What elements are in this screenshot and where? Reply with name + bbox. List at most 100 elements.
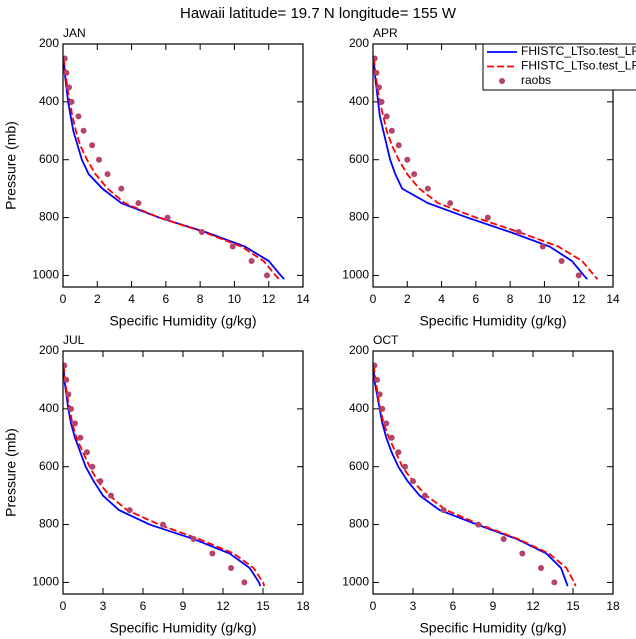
raob-point — [118, 185, 125, 192]
x-tick-label: 3 — [100, 599, 107, 613]
x-axis-label: Specific Humidity (g/kg) — [419, 620, 566, 636]
plot-area — [373, 362, 577, 587]
x-tick-label: 4 — [128, 292, 135, 306]
panel-title: APR — [373, 26, 398, 40]
x-tick-label: 10 — [228, 292, 242, 306]
x-tick-label: 6 — [140, 599, 147, 613]
x-tick-label: 14 — [296, 292, 310, 306]
x-tick-label: 4 — [438, 292, 445, 306]
raob-point — [68, 98, 75, 105]
y-tick-label: 800 — [349, 210, 369, 224]
raob-point — [63, 55, 68, 62]
raob-point — [373, 69, 380, 76]
y-tick-label: 400 — [349, 94, 369, 108]
y-tick-label: 800 — [349, 517, 369, 531]
raob-point — [80, 127, 87, 134]
raob-point — [264, 272, 270, 279]
raob-point — [383, 420, 390, 427]
raob-point — [89, 463, 96, 470]
raob-point — [160, 521, 166, 528]
x-tick-label: 15 — [256, 599, 270, 613]
raob-point — [558, 257, 565, 264]
legend-label: FHISTC_LTso.test_LF — [521, 59, 636, 73]
y-tick-label: 1000 — [32, 268, 59, 282]
raob-point — [72, 420, 78, 427]
raob-point — [104, 171, 111, 178]
raob-point — [551, 579, 558, 586]
x-tick-label: 9 — [490, 599, 497, 613]
x-axis-label: Specific Humidity (g/kg) — [109, 313, 256, 329]
x-tick-label: 12 — [216, 599, 230, 613]
y-tick-label: 800 — [39, 517, 59, 531]
raob-point — [410, 478, 416, 485]
y-tick-label: 600 — [39, 459, 59, 473]
raob-point — [135, 200, 142, 207]
x-tick-label: 0 — [60, 599, 67, 613]
raob-point — [519, 550, 526, 557]
raob-point — [447, 200, 454, 207]
raob-point — [65, 391, 72, 398]
x-tick-label: 6 — [473, 292, 480, 306]
y-axis-label: Pressure (mb) — [3, 428, 19, 517]
y-tick-label: 600 — [39, 152, 59, 166]
raob-point — [374, 376, 380, 383]
y-tick-label: 1000 — [342, 575, 369, 589]
plot-frame — [372, 350, 614, 595]
x-tick-label: 12 — [526, 599, 540, 613]
profile-line — [63, 58, 280, 280]
raob-point — [373, 362, 378, 369]
y-tick-label: 600 — [349, 152, 369, 166]
legend-label: FHISTC_LTso.test_LF — [521, 44, 636, 58]
x-axis-label: Specific Humidity (g/kg) — [109, 620, 256, 636]
raob-point — [538, 564, 544, 571]
profile-line — [63, 365, 266, 587]
raob-point — [402, 463, 408, 470]
x-tick-label: 18 — [606, 599, 620, 613]
raob-point — [383, 113, 390, 120]
y-tick-label: 400 — [349, 401, 369, 415]
y-axis-label: Pressure (mb) — [3, 121, 19, 210]
x-tick-label: 9 — [180, 599, 187, 613]
raob-point — [500, 536, 507, 543]
raob-point — [378, 98, 385, 105]
raob-point — [395, 142, 402, 149]
panel: OCT 0 3 6 9 12 15 18 200 400 600 800 1000 Specific Hu… — [342, 333, 620, 636]
raob-point — [89, 142, 96, 149]
raob-point — [373, 55, 378, 62]
raob-point — [424, 185, 431, 192]
y-tick-label: 200 — [349, 36, 369, 50]
raob-point — [77, 434, 84, 441]
profile-line — [63, 58, 285, 280]
raob-point — [379, 405, 386, 412]
panel: APR 0 2 4 6 8 10 12 14 200 400 600 800 1000 Specific H… — [342, 26, 636, 329]
raob-point — [422, 492, 428, 499]
plot-area — [63, 55, 285, 280]
x-tick-label: 3 — [410, 599, 417, 613]
panel-title: JUL — [63, 333, 85, 347]
raob-point — [411, 171, 418, 178]
x-tick-label: 18 — [296, 599, 310, 613]
raob-point — [198, 229, 205, 236]
legend-marker — [499, 78, 505, 84]
raob-point — [475, 521, 482, 528]
profile-line — [373, 58, 599, 280]
raob-point — [96, 156, 102, 163]
y-tick-label: 400 — [39, 94, 59, 108]
raob-point — [229, 243, 236, 250]
raob-point — [404, 156, 411, 163]
x-tick-label: 8 — [197, 292, 204, 306]
x-tick-label: 0 — [370, 599, 377, 613]
raob-point — [68, 405, 74, 412]
x-tick-label: 15 — [566, 599, 580, 613]
plot-frame — [62, 43, 304, 288]
legend-label: raobs — [521, 73, 551, 87]
x-tick-label: 12 — [262, 292, 276, 306]
x-tick-label: 10 — [538, 292, 552, 306]
x-tick-label: 6 — [450, 599, 457, 613]
y-tick-label: 400 — [39, 401, 59, 415]
profile-line — [63, 365, 262, 587]
plot-frame — [62, 350, 304, 595]
profile-line — [373, 58, 588, 280]
panel-title: JAN — [63, 26, 86, 40]
